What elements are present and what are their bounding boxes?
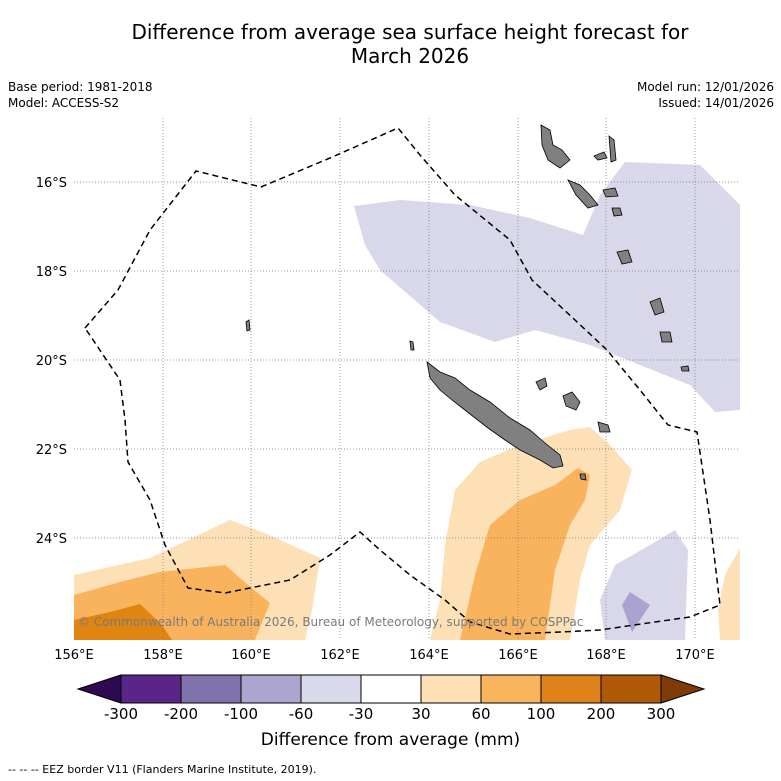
base-period: Base period: 1981-2018 (8, 80, 153, 94)
belep-islands (409, 340, 415, 351)
colorbar-tick: -100 (223, 705, 259, 723)
map-area: © Commonwealth of Australia 2026, Bureau… (74, 118, 740, 640)
new-caledonia (426, 361, 564, 469)
loyalty-island-1 (535, 377, 548, 391)
lon-label-162e: 162°E (320, 648, 360, 663)
colorbar-bin-6 (420, 674, 482, 704)
lon-label-158e: 158°E (143, 648, 183, 663)
lat-label-16s: 16°S (36, 176, 67, 191)
colorbar-bin-4 (300, 674, 362, 704)
colorbar-bin-8 (540, 674, 602, 704)
vanuatu-ambae (593, 151, 608, 161)
colorbar-bin-2 (180, 674, 242, 704)
colorbar-tick: -300 (103, 705, 139, 723)
copyright-notice: © Commonwealth of Australia 2026, Bureau… (78, 615, 583, 629)
colorbar-bin-3 (240, 674, 302, 704)
vanuatu-tanna (659, 331, 673, 343)
contour-negative-northeast (354, 162, 740, 412)
contour-positive-far-east (718, 548, 740, 640)
vanuatu-aneityum (680, 365, 690, 372)
lat-label-18s: 18°S (36, 265, 67, 280)
latitude-labels: 16°S 18°S 20°S 22°S 24°S (36, 176, 67, 547)
colorbar-tick: 30 (411, 705, 431, 723)
lon-label-168e: 168°E (586, 648, 626, 663)
lon-label-170e: 170°E (675, 648, 715, 663)
colorbar-tick: 60 (471, 705, 491, 723)
colorbar (76, 674, 706, 704)
lat-label-22s: 22°S (36, 443, 67, 458)
colorbar-tick: 300 (646, 705, 676, 723)
vanuatu-efate (616, 249, 633, 265)
colorbar-extend-low (76, 674, 122, 704)
colorbar-extend-high (660, 674, 706, 704)
vanuatu-espiritu-santo (540, 124, 571, 169)
contour-positive-dark-southwest (74, 604, 172, 640)
colorbar-label: Difference from average (mm) (260, 730, 521, 750)
gridlines (74, 118, 740, 640)
vanuatu-ambrym (602, 187, 619, 198)
model-name: Model: ACCESS-S2 (8, 96, 120, 110)
lat-label-20s: 20°S (36, 354, 67, 369)
vanuatu-erromango (649, 297, 665, 316)
contour-positive-mid-east (460, 468, 590, 640)
lon-label-156e: 156°E (54, 648, 94, 663)
eez-legend: -- -- -- EEZ border V11 (Flanders Marine… (8, 763, 317, 776)
colorbar-tick: 200 (586, 705, 616, 723)
land-masses (245, 124, 690, 481)
colorbar-tick: 100 (526, 705, 556, 723)
eez-border (84, 127, 721, 635)
loyalty-island-3 (597, 421, 611, 433)
lat-label-24s: 24°S (36, 532, 67, 547)
chesterfield-reef (245, 319, 251, 332)
walpole-island (579, 473, 587, 481)
chart-title-line2: March 2026 (350, 44, 470, 68)
lon-label-166e: 166°E (498, 648, 538, 663)
colorbar-tick: -60 (288, 705, 314, 723)
contour-negative-southeast (600, 530, 688, 640)
colorbar-tick: -200 (163, 705, 199, 723)
colorbar-bin-7 (480, 674, 542, 704)
vanuatu-pentecost (608, 135, 617, 163)
contour-negative-southeast-inner (622, 592, 650, 632)
colorbar-bin-1 (120, 674, 182, 704)
loyalty-island-2 (562, 391, 581, 411)
chart-title-line1: Difference from average sea surface heig… (131, 20, 689, 44)
colorbar-bin-9 (600, 674, 662, 704)
vanuatu-epi (611, 207, 623, 217)
longitude-labels: 156°E 158°E 160°E 162°E 164°E 166°E 168°… (54, 648, 715, 663)
lon-label-164e: 164°E (409, 648, 449, 663)
model-run: Model run: 12/01/2026 (636, 80, 774, 94)
lon-label-160e: 160°E (231, 648, 271, 663)
colorbar-tick: -30 (348, 705, 374, 723)
issued-date: Issued: 14/01/2026 (658, 96, 774, 110)
colorbar-bin-5 (360, 674, 422, 704)
vanuatu-malekula (567, 179, 599, 209)
